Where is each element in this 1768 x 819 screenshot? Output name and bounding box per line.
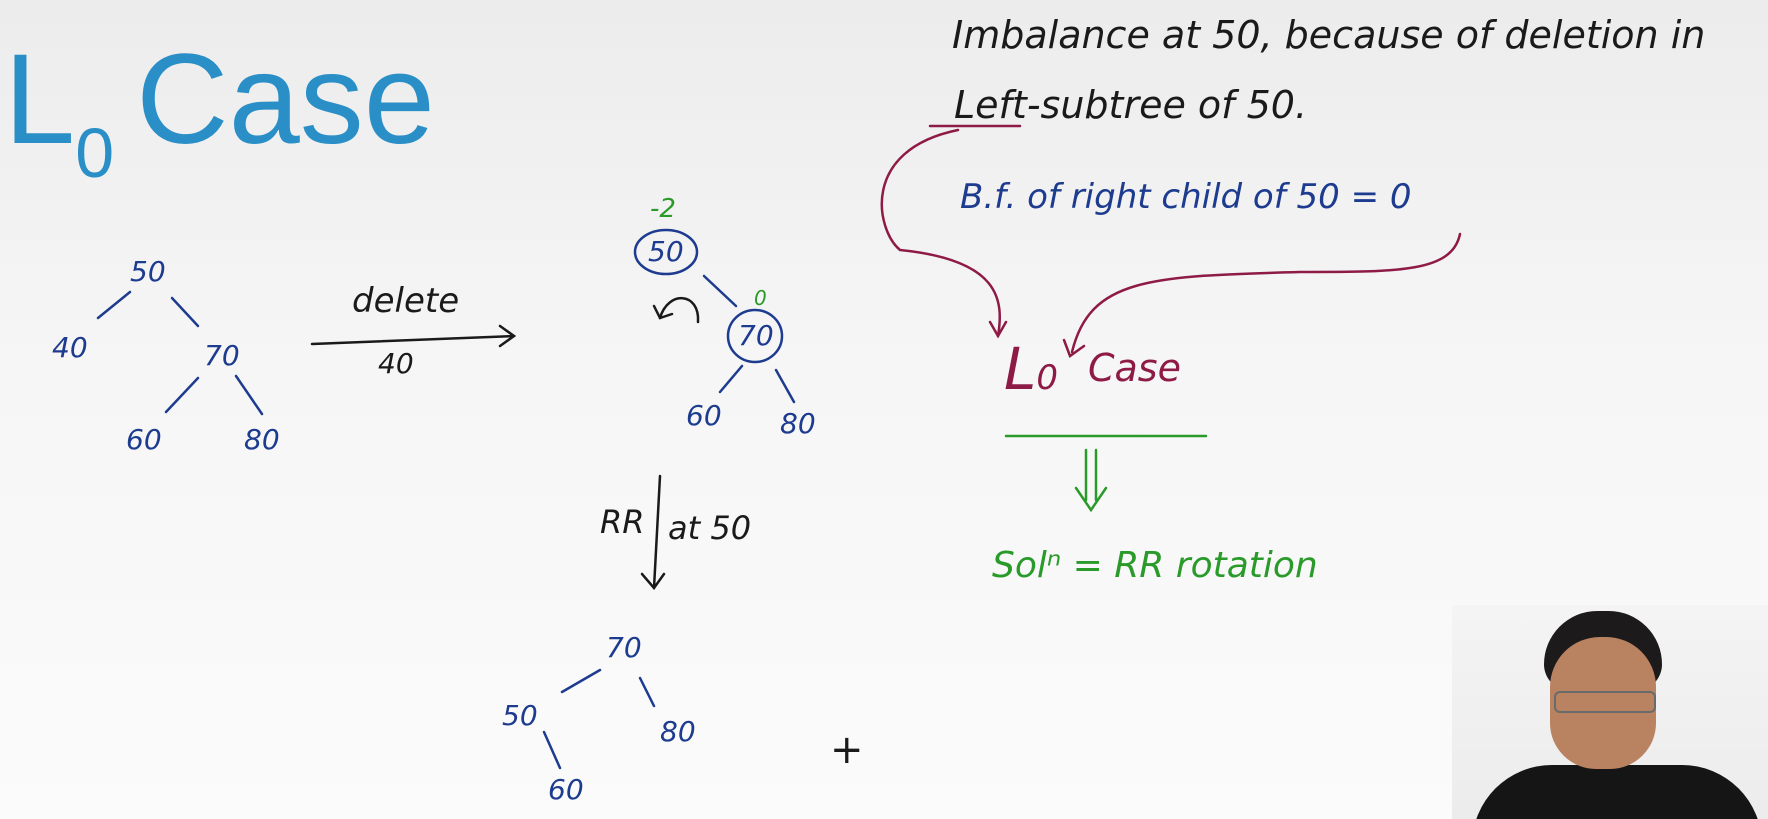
case-label: L0 Case	[1004, 340, 1181, 398]
delete-label: delete	[352, 281, 460, 321]
case-label-sub: 0	[1036, 358, 1058, 398]
tree-after-root: 50	[648, 235, 684, 268]
tree-rotated-right: 80	[660, 715, 696, 748]
tree-before-root: 50	[130, 255, 166, 288]
tree-after-right: 70	[738, 319, 774, 352]
solution-note: Solⁿ = RR rotation	[992, 545, 1318, 586]
note-line2: Left-subtree of 50.	[954, 86, 1307, 124]
deleted-value: 40	[378, 347, 414, 380]
rotation-label-right: at 50	[668, 509, 752, 547]
bf-root-label: -2	[650, 194, 676, 224]
presenter-shirt	[1472, 765, 1762, 819]
tree-after-right-right: 80	[780, 407, 816, 440]
tree-after-right-left: 60	[686, 399, 722, 432]
tree-rotated-left: 50	[502, 699, 538, 732]
slide-title: L0 Case	[4, 36, 435, 189]
title-rest: Case	[136, 28, 435, 171]
tree-rotated-root: 70	[606, 631, 642, 664]
tree-rotated-left-right: 60	[548, 773, 584, 806]
case-label-main: L	[1004, 335, 1037, 403]
cursor-crosshair-icon: +	[830, 727, 864, 773]
tree-before-left: 40	[52, 331, 88, 364]
presenter-webcam	[1452, 605, 1768, 819]
note-line1: Imbalance at 50, because of deletion in	[952, 13, 1706, 57]
presenter-face	[1550, 637, 1656, 769]
bf-note: B.f. of right child of 50 = 0	[960, 177, 1412, 217]
tree-before-right-right: 80	[244, 423, 280, 456]
note-left-word: Left	[954, 83, 1027, 127]
tree-before-right: 70	[204, 339, 240, 372]
rotation-label-left: RR	[600, 503, 645, 541]
tree-before-right-left: 60	[126, 423, 162, 456]
case-label-rest: Case	[1087, 346, 1181, 390]
title-subscript: 0	[75, 114, 115, 192]
glasses-icon	[1554, 691, 1656, 713]
title-main: L	[4, 28, 76, 171]
bf-right-label: 0	[754, 286, 767, 310]
note-line2-rest: -subtree of 50.	[1026, 83, 1308, 127]
